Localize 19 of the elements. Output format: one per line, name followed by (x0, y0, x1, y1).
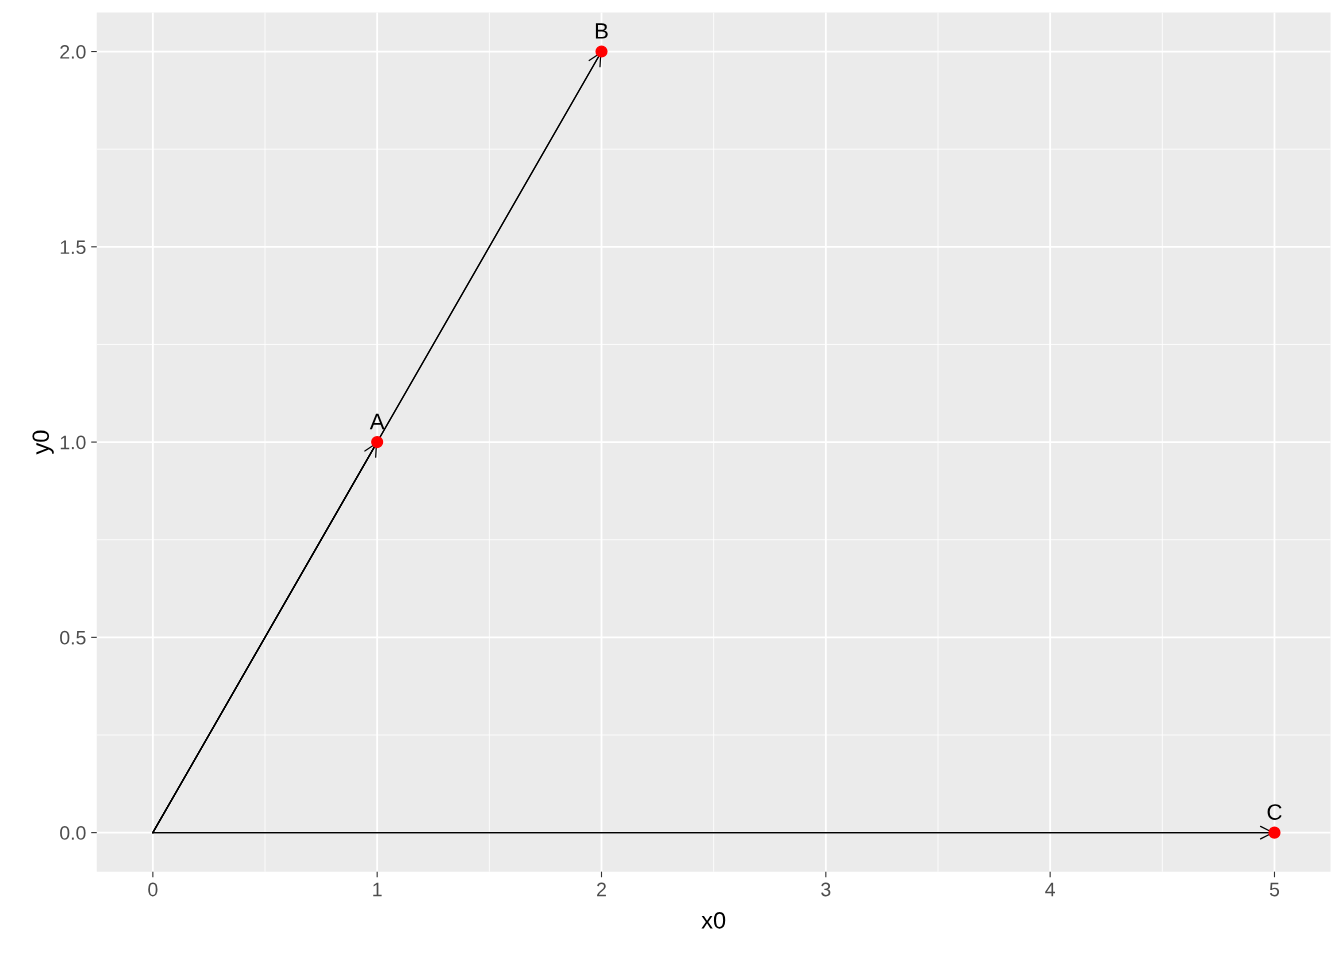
x-tick-label: 4 (1045, 882, 1055, 897)
x-tick-label: 2 (597, 882, 606, 897)
y-tick-label: 0.0 (60, 826, 86, 840)
x-tick-label: 1 (373, 882, 382, 897)
point (371, 436, 384, 449)
y-axis-title: y0 (32, 430, 54, 455)
y-tick-label: 2.0 (60, 45, 86, 59)
y-tick-label: 0.5 (60, 630, 86, 645)
data-label: C (1267, 804, 1282, 820)
data-label: B (595, 23, 608, 39)
x-tick-label: 0 (148, 882, 158, 897)
data-label: A (369, 413, 385, 430)
y-tick-label: 1.5 (60, 240, 86, 255)
y-tick-label: 1.0 (60, 435, 86, 450)
point (1268, 826, 1281, 839)
x-tick-label: 3 (821, 882, 831, 897)
point (595, 45, 608, 58)
x-axis-title: x0 (701, 911, 726, 929)
x-tick-label: 5 (1269, 882, 1280, 897)
